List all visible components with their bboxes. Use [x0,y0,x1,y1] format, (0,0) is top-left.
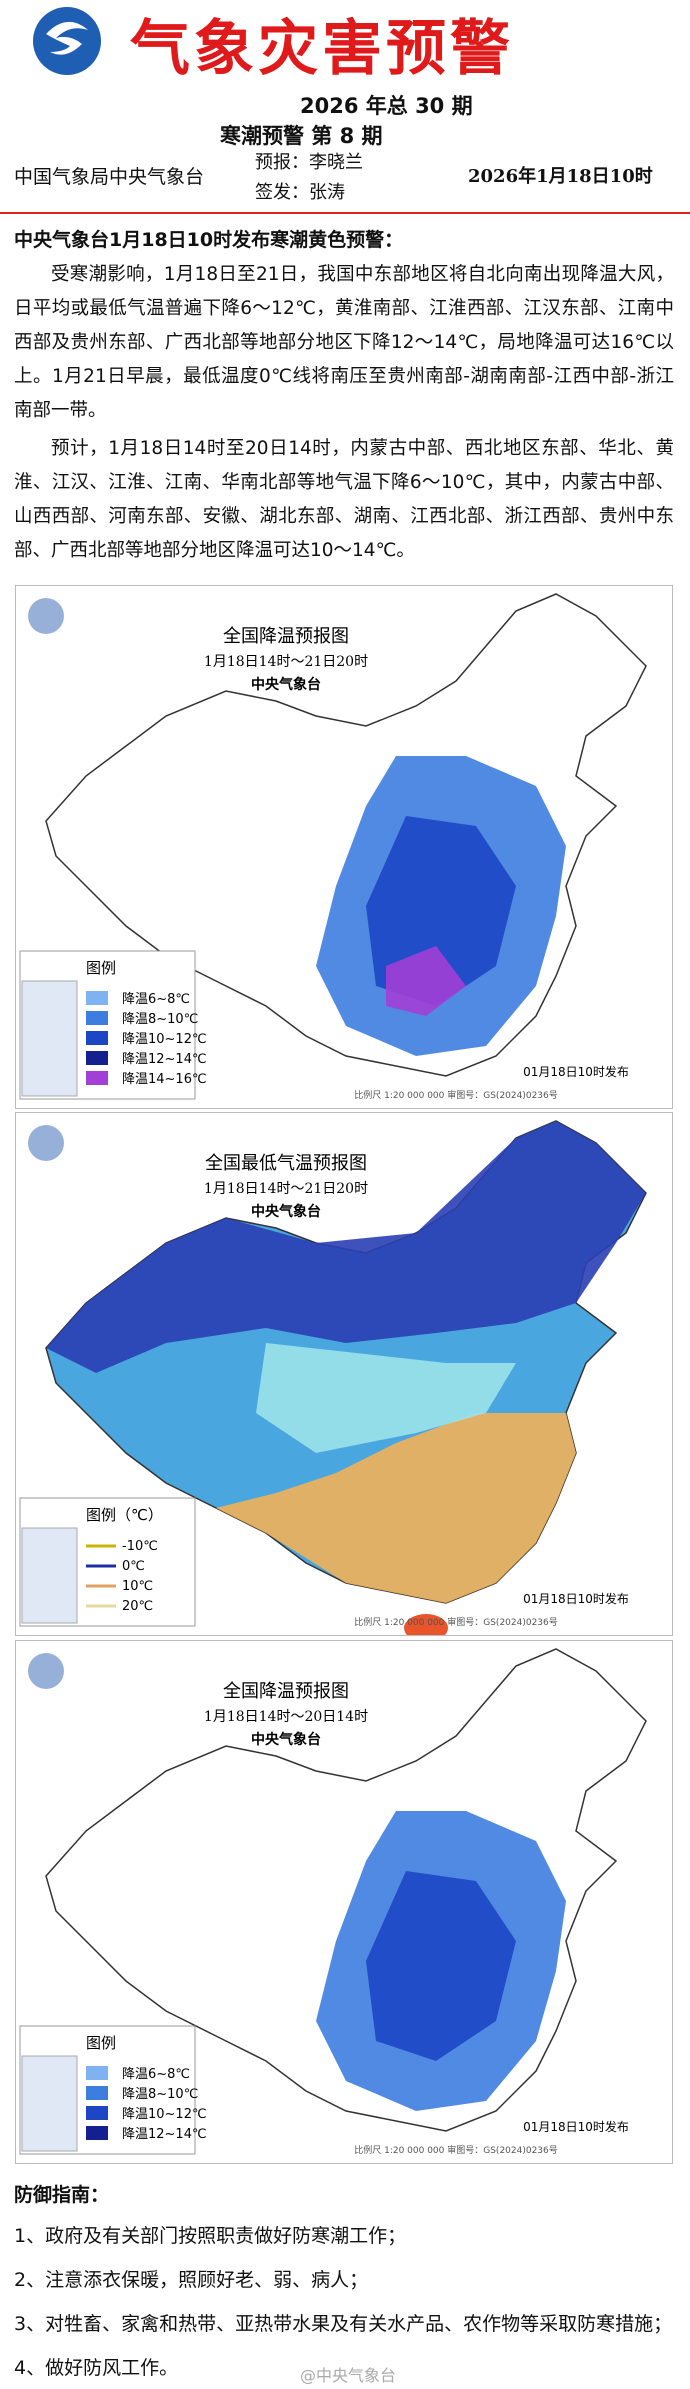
map-title: 全国降温预报图 [223,626,349,647]
color-area [256,1343,516,1453]
forecaster: 预报：李晓兰 [255,152,363,173]
legend-swatch [86,2106,108,2120]
inset-map [21,1527,78,1624]
paragraph: 预计，1月18日14时至20日14时，内蒙古中部、西北地区东部、华北、黄淮、江汉… [14,438,674,561]
signer: 签发：张涛 [255,182,345,203]
logo [33,7,101,75]
map-panel: 全国降温预报图 1月18日14时～20日14时 中央气象台图例 降温6~8℃ 降温8~1… [15,1640,673,2164]
legend-label: 10℃ [122,1579,153,1594]
legend-label: 降温8~10℃ [122,1012,198,1027]
map-logo [28,1125,64,1161]
color-area [46,1121,646,1373]
guide-item: 3、对牲畜、家禽和热带、亚热带水果及有关水产品、农作物等采取防寒措施； [14,2313,673,2335]
paragraph: 受寒潮影响，1月18日至21日，我国中东部地区将自北向南出现降温大风，日平均或最… [14,264,674,421]
legend-label: 降温14~16℃ [122,1072,207,1087]
legend-title: 图例（℃） [86,1506,163,1524]
legend-label: -10℃ [122,1539,158,1554]
map-panel: 全国降温预报图 1月18日14时～21日20时 中央气象台图例 降温6~8℃ 降温8~1… [15,585,673,1109]
color-area [366,1871,516,2061]
map-period: 1月18日14时～21日20时 [204,654,368,670]
guide-title: 防御指南： [14,2184,110,2206]
color-area [216,1413,576,1603]
guide-list: 1、政府及有关部门按照职责做好防寒潮工作； 2、注意添衣保暖，照顾好老、弱、病人；… [14,2214,684,2389]
divider [0,212,690,214]
issued: 01月18日10时发布 [523,1064,629,1079]
map-panel: 全国最低气温预报图 1月18日14时～21日20时 中央气象台图例（℃） -10℃ 0℃… [15,1112,673,1636]
legend-title: 图例 [86,2034,116,2052]
legend-swatch [86,991,108,1005]
legend-label: 降温10~12℃ [122,1032,207,1047]
org: 中国气象局中央气象台 [14,166,205,188]
sub-issue: 寒潮预警 第 8 期 [220,124,383,148]
map-agency: 中央气象台 [251,676,321,693]
legend-swatch [86,1031,108,1045]
legend-label: 降温8~10℃ [122,2087,198,2102]
date: 2026年1月18日10时 [468,166,653,187]
scale-note: 比例尺 1:20 000 000 审图号：GS(2024)0236号 [354,1616,558,1628]
map-agency: 中央气象台 [251,1203,321,1220]
map-title: 全国最低气温预报图 [205,1153,367,1174]
legend-label: 20℃ [122,1599,153,1614]
map-agency: 中央气象台 [251,1731,321,1748]
guide-item: 1、政府及有关部门按照职责做好防寒潮工作； [14,2225,407,2247]
warning-body: 受寒潮影响，1月18日至21日，我国中东部地区将自北向南出现降温大风，日平均或最… [14,258,674,568]
legend-label: 0℃ [122,1559,145,1574]
issue: 2026 年总 30 期 [300,94,473,118]
legend-label: 降温6~8℃ [122,2067,190,2082]
issued: 01月18日10时发布 [523,2119,629,2134]
legend-swatch [86,1011,108,1025]
legend-title: 图例 [86,959,116,977]
map-period: 1月18日14时～21日20时 [204,1181,368,1197]
map-logo [28,1653,64,1689]
legend-swatch [86,1071,108,1085]
scale-note: 比例尺 1:20 000 000 审图号：GS(2024)0236号 [354,1089,558,1101]
map-logo [28,598,64,634]
doc-title: 气象灾害预警 [130,14,514,84]
warning-heading: 中央气象台1月18日10时发布寒潮黄色预警： [14,229,404,251]
map-title: 全国降温预报图 [223,1681,349,1702]
legend-label: 降温12~14℃ [122,1052,207,1067]
legend-label: 降温10~12℃ [122,2107,207,2122]
legend-swatch [86,2086,108,2100]
guide-item: 2、注意添衣保暖，照顾好老、弱、病人； [14,2269,369,2291]
color-area [386,946,466,1016]
legend-swatch [86,2126,108,2140]
legend-swatch [86,2066,108,2080]
legend-label: 降温6~8℃ [122,992,190,1007]
guide-item: 4、做好防风工作。 [14,2357,179,2379]
scale-note: 比例尺 1:20 000 000 审图号：GS(2024)0236号 [354,2144,558,2156]
legend-swatch [86,1051,108,1065]
inset-map [21,2055,78,2152]
watermark: @中央气象台 [300,2366,397,2385]
inset-map [21,980,78,1097]
issued: 01月18日10时发布 [523,1591,629,1606]
legend-label: 降温12~14℃ [122,2127,207,2142]
color-area [366,816,516,1006]
map-period: 1月18日14时～20日14时 [204,1709,368,1725]
island [404,1614,448,1635]
